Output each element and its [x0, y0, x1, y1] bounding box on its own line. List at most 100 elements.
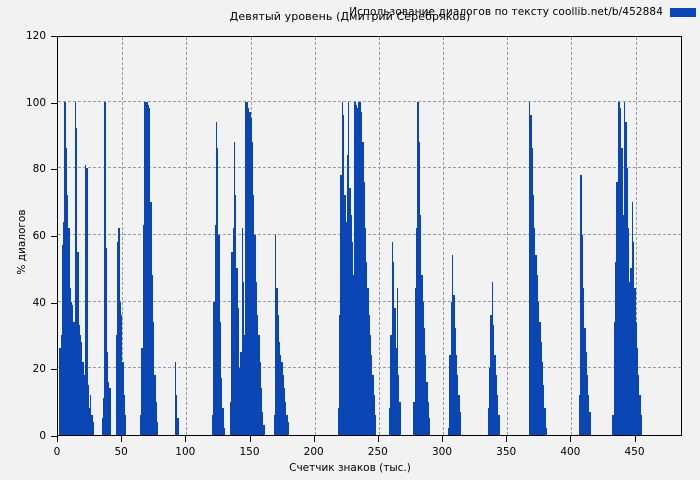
- bar: [348, 101, 350, 435]
- bar: [487, 408, 490, 435]
- x-axis-tick-label: 450: [624, 446, 645, 458]
- bar: [249, 111, 251, 435]
- chart-title: Девятый уровень (Дмитрий Серебряков): [229, 10, 471, 23]
- bar: [543, 385, 545, 435]
- bar: [235, 195, 237, 435]
- bar: [544, 408, 546, 435]
- bar: [453, 295, 455, 435]
- bar: [90, 395, 92, 435]
- gridline-vertical: [186, 37, 188, 435]
- bar: [372, 375, 374, 435]
- bar: [82, 361, 84, 435]
- bar: [119, 301, 121, 435]
- bar: [141, 348, 143, 435]
- bar: [254, 235, 256, 435]
- bar: [237, 308, 239, 435]
- bar: [416, 228, 418, 435]
- bar: [283, 388, 286, 435]
- bar: [251, 141, 254, 435]
- bar: [369, 335, 372, 435]
- bar: [428, 418, 431, 435]
- y-axis-tick-label: 80: [32, 163, 46, 176]
- bar: [344, 195, 346, 435]
- bar: [613, 321, 616, 435]
- bar: [240, 351, 242, 435]
- bar: [73, 321, 75, 435]
- bar: [229, 401, 232, 435]
- x-axis-tick-mark: [570, 436, 572, 442]
- bar: [640, 415, 642, 435]
- y-axis-tick-mark: [51, 169, 57, 171]
- bar: [418, 141, 420, 435]
- bar: [91, 415, 93, 435]
- bar: [155, 401, 157, 435]
- bar: [532, 195, 535, 435]
- y-axis-tick-label: 60: [32, 230, 46, 242]
- bar: [534, 228, 536, 435]
- bar: [495, 375, 497, 435]
- bar: [241, 228, 243, 435]
- x-axis-tick-label: 100: [175, 446, 196, 458]
- bar: [232, 228, 234, 435]
- x-axis-tick-label: 350: [496, 446, 517, 458]
- bar: [245, 101, 247, 435]
- bar: [459, 411, 462, 435]
- bar: [68, 228, 70, 435]
- bar: [146, 101, 148, 435]
- bar: [539, 321, 541, 435]
- bar: [612, 415, 614, 435]
- bar: [263, 425, 265, 435]
- bar: [582, 288, 585, 435]
- bar: [367, 288, 369, 435]
- bar: [140, 415, 142, 435]
- bar: [421, 275, 423, 435]
- gridline-horizontal: [58, 300, 681, 302]
- bar: [359, 101, 361, 435]
- bar: [528, 101, 531, 435]
- bar: [117, 241, 119, 435]
- bar: [70, 301, 73, 435]
- y-axis-tick-mark: [51, 302, 57, 304]
- bar: [102, 398, 105, 435]
- legend: Использование диалогов по тексту coollib…: [349, 6, 696, 18]
- bar: [425, 355, 427, 435]
- bar: [242, 281, 245, 435]
- bar: [123, 395, 125, 435]
- x-axis-tick-mark: [249, 436, 251, 442]
- bar: [635, 321, 637, 435]
- bar: [638, 375, 640, 435]
- bar: [176, 395, 178, 435]
- bar: [454, 328, 456, 435]
- bar: [277, 315, 279, 435]
- bar: [349, 188, 351, 435]
- y-axis-tick-mark: [51, 436, 57, 437]
- bar: [109, 388, 111, 435]
- bar: [350, 215, 352, 435]
- gridline-vertical: [571, 37, 573, 435]
- bar: [108, 381, 110, 435]
- bar: [88, 408, 91, 435]
- bar: [174, 361, 177, 435]
- bar: [395, 348, 397, 435]
- bar: [351, 241, 354, 435]
- bar: [278, 341, 281, 435]
- bar: [149, 108, 151, 435]
- bar: [346, 155, 349, 435]
- bar: [531, 148, 533, 435]
- bar: [142, 225, 145, 435]
- bar: [244, 335, 246, 435]
- gridline-horizontal: [58, 100, 681, 102]
- x-axis-tick-label: 250: [367, 446, 388, 458]
- bar: [355, 105, 358, 435]
- bar: [618, 101, 621, 435]
- bar: [458, 395, 460, 435]
- bar: [589, 411, 591, 435]
- bar: [541, 361, 544, 435]
- bar: [152, 321, 155, 435]
- bar: [537, 301, 540, 435]
- bar: [255, 281, 257, 435]
- x-axis-tick-mark: [506, 436, 508, 442]
- gridline-vertical: [635, 37, 637, 435]
- bar: [419, 215, 422, 435]
- bar: [362, 141, 364, 435]
